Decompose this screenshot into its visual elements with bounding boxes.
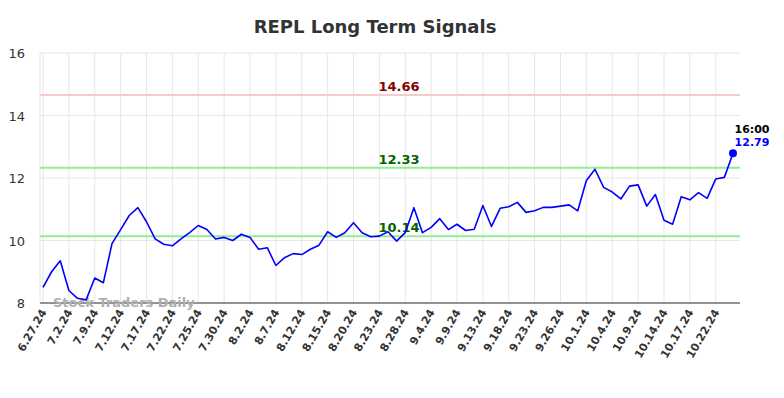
grid-line-x xyxy=(612,53,613,303)
grid-line-x xyxy=(172,53,173,303)
grid-line-x xyxy=(586,53,587,303)
grid-line-x xyxy=(482,53,483,303)
grid-line-x xyxy=(689,53,690,303)
grid-line-x xyxy=(94,53,95,303)
grid-line-x xyxy=(353,53,354,303)
grid-line-x xyxy=(508,53,509,303)
last-value-label: 12.79 xyxy=(735,136,770,149)
x-tick-label: 7.30.24 xyxy=(196,307,231,354)
y-tick-label: 14 xyxy=(8,109,25,124)
grid-line-x xyxy=(68,53,69,303)
grid-line-x xyxy=(638,53,639,303)
grid-line xyxy=(40,53,740,54)
series xyxy=(43,149,737,300)
y-tick-label: 12 xyxy=(8,171,25,186)
y-tick-label: 16 xyxy=(8,46,25,61)
reference-line xyxy=(40,94,740,96)
grid-line-x xyxy=(534,53,535,303)
grid-line-x xyxy=(198,53,199,303)
grid-line xyxy=(40,240,740,241)
x-tick-label: 10.22.24 xyxy=(684,307,723,361)
grid-line-x xyxy=(301,53,302,303)
reference-label: 14.66 xyxy=(378,79,419,94)
grid-line-x xyxy=(431,53,432,303)
reference-line xyxy=(40,167,740,169)
y-tick-label: 8 xyxy=(17,296,25,311)
grid-line-x xyxy=(327,53,328,303)
grid-line-x xyxy=(120,53,121,303)
reference-label: 12.33 xyxy=(378,152,419,167)
grid-line-x xyxy=(146,53,147,303)
grid-line-x xyxy=(664,53,665,303)
x-tick-label: 8.28.24 xyxy=(377,307,412,354)
price-line xyxy=(43,153,733,300)
last-point xyxy=(729,149,737,157)
grid-line-x xyxy=(43,53,44,303)
x-tick-label: 6.27.24 xyxy=(15,307,50,354)
title: REPL Long Term Signals xyxy=(254,16,497,37)
grid-line-x xyxy=(224,53,225,303)
chart: REPL Long Term Signals 8 10 12 14 16 6.27.24 7.… xyxy=(0,0,784,398)
grid-line-x xyxy=(560,53,561,303)
grid-line xyxy=(40,178,740,179)
y-tick-label: 10 xyxy=(8,234,25,249)
y-axis-line xyxy=(40,53,41,303)
grid-line xyxy=(40,115,740,116)
reference-lines xyxy=(40,95,740,236)
grid-line-x xyxy=(457,53,458,303)
grid-line-x xyxy=(715,53,716,303)
last-time-label: 16:00 xyxy=(734,123,769,136)
grid-line-x xyxy=(250,53,251,303)
reference-line xyxy=(40,235,740,237)
watermark: Stock Traders Daily xyxy=(53,295,195,310)
